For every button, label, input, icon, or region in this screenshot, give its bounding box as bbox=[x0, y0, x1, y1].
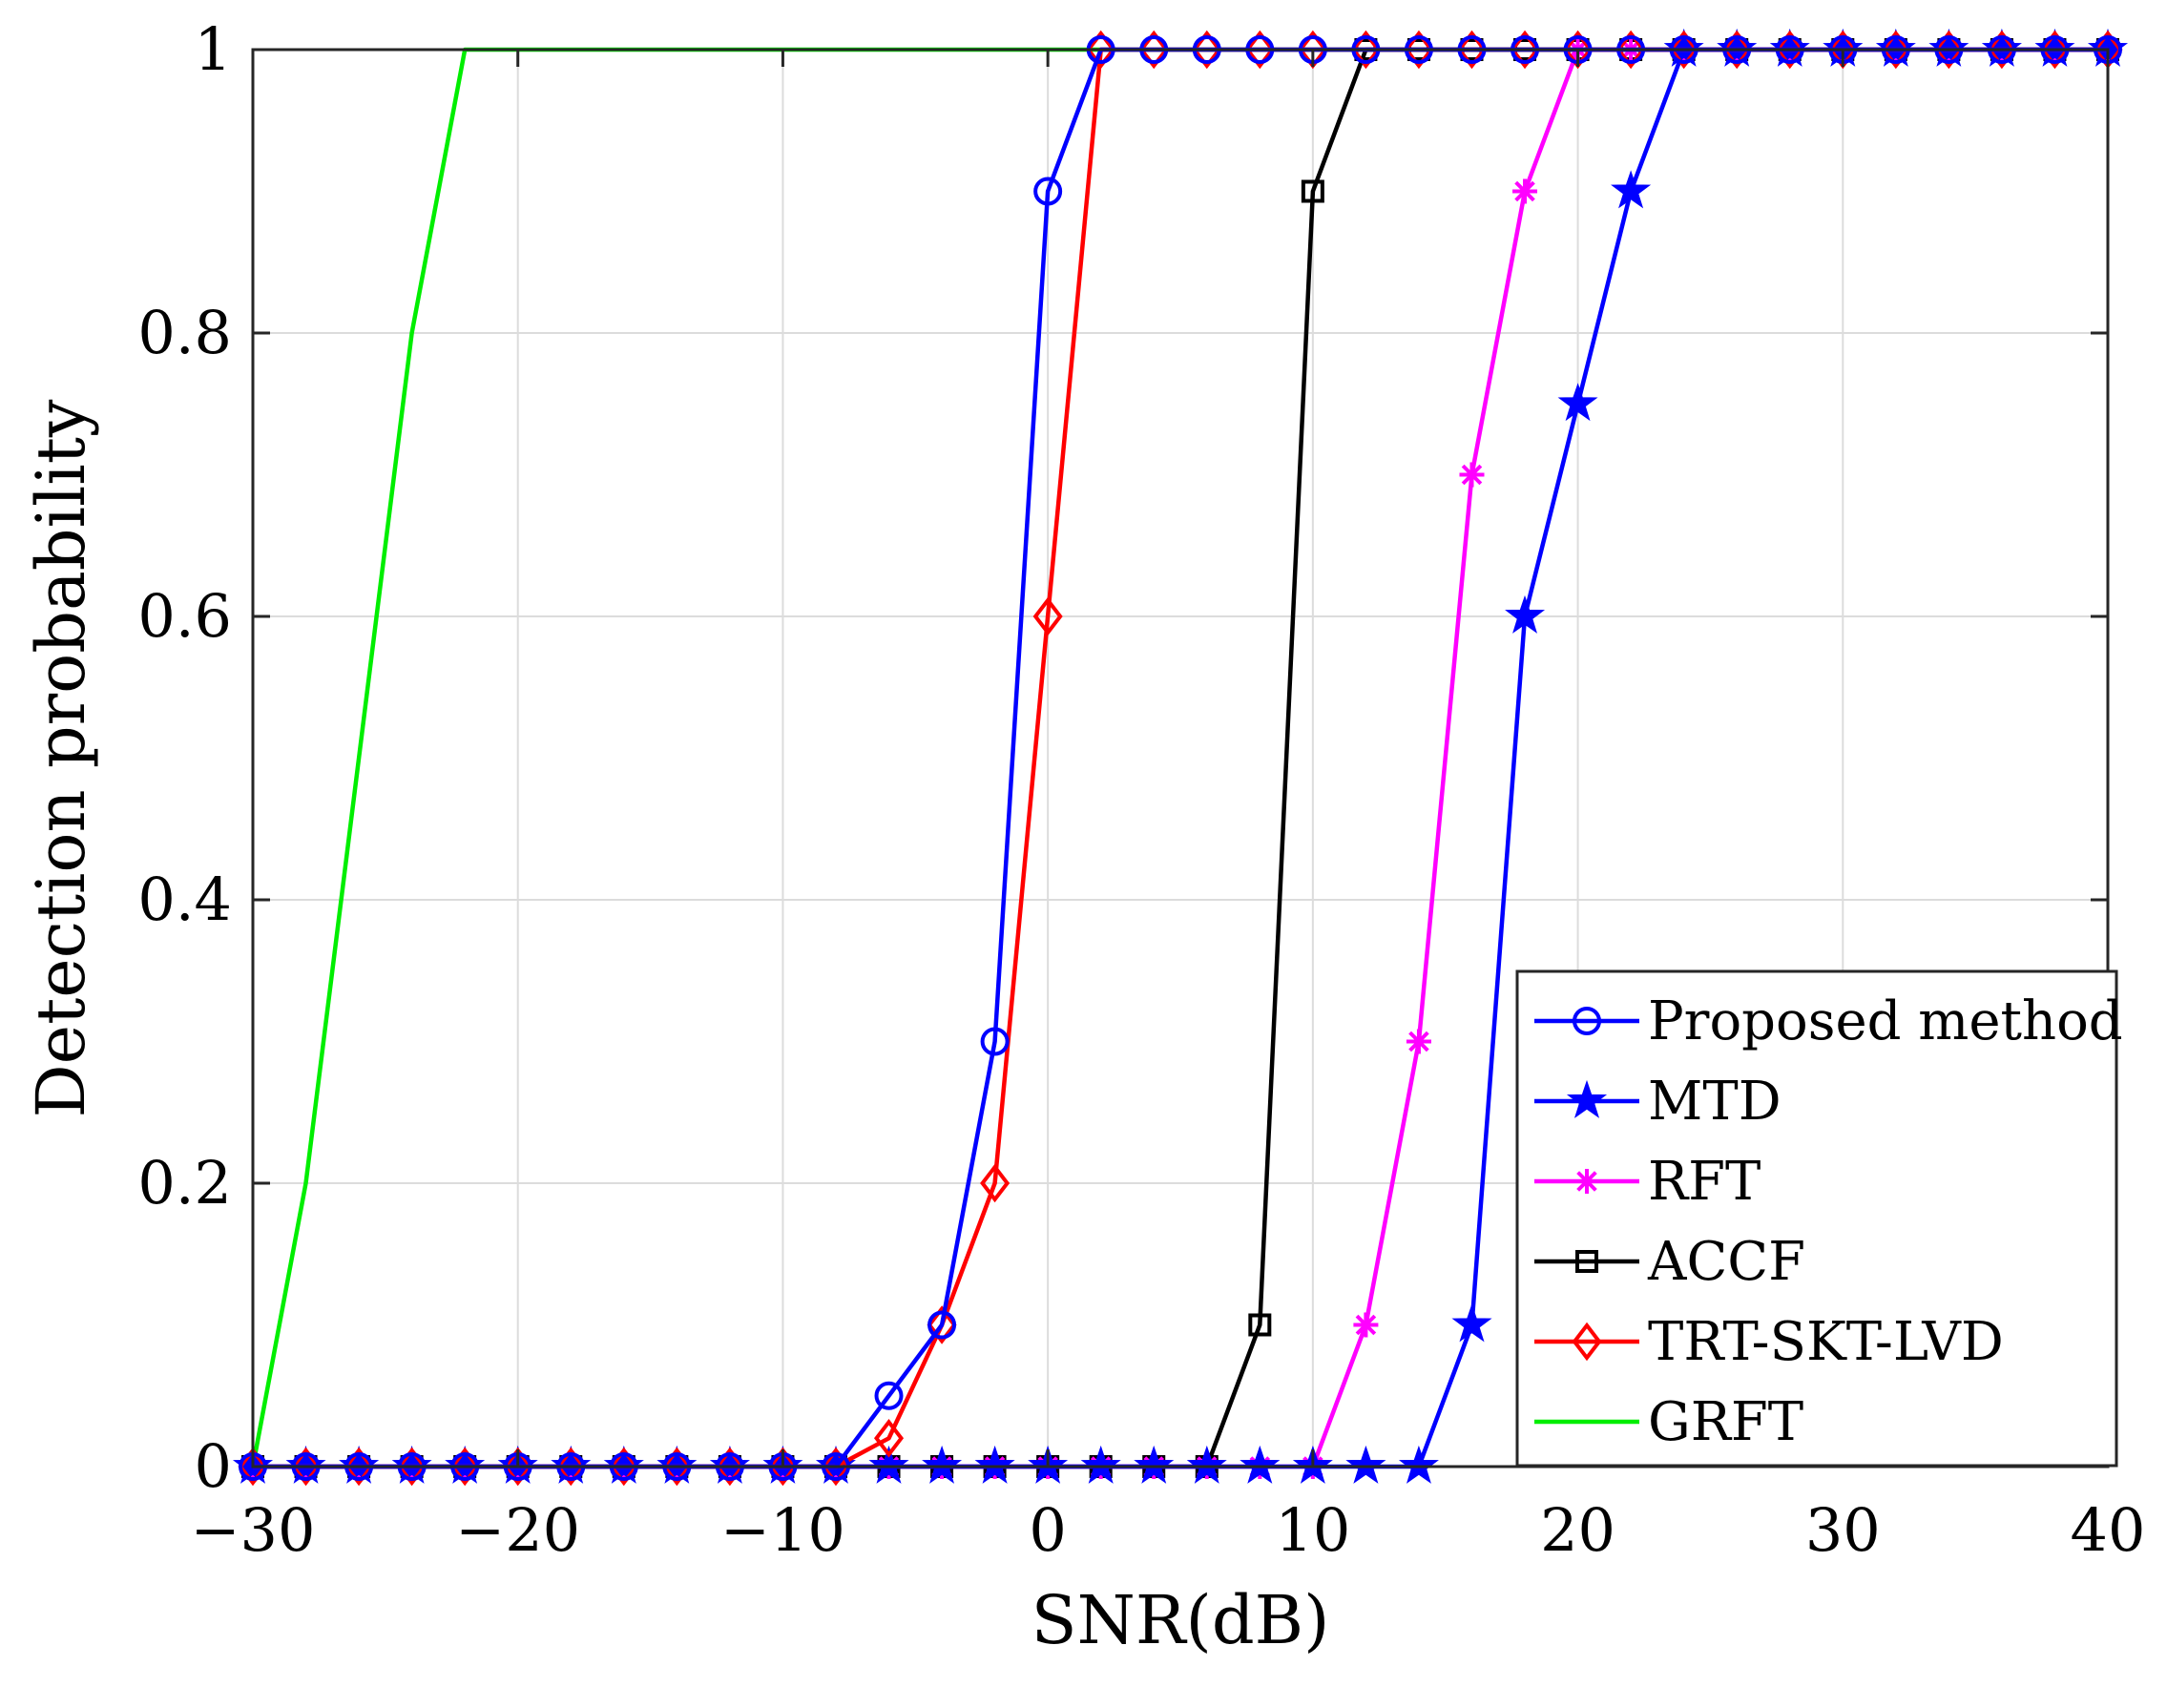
plot-frame bbox=[251, 48, 2110, 1468]
data-point-rft bbox=[1353, 1312, 1379, 1338]
legend-item-mtd: MTD bbox=[1534, 1071, 1782, 1133]
data-point-trt-skt-lvd bbox=[1456, 30, 1488, 70]
y-tick-label: 0 bbox=[195, 1431, 232, 1501]
data-point-trt-skt-lvd bbox=[661, 1447, 692, 1487]
legend-item-accf: ACCF bbox=[1534, 1231, 1805, 1293]
data-point-mtd bbox=[1080, 1445, 1121, 1484]
data-point-trt-skt-lvd bbox=[980, 1163, 1011, 1203]
data-point-trt-skt-lvd bbox=[1775, 30, 1805, 70]
data-point-trt-skt-lvd bbox=[503, 1447, 533, 1487]
data-point-rft bbox=[1406, 1029, 1431, 1054]
data-point-rft bbox=[1512, 178, 1538, 204]
x-tick-label: −20 bbox=[455, 1495, 580, 1565]
y-axis-title: Detection probability bbox=[22, 399, 100, 1117]
data-point-mtd bbox=[1451, 1303, 1492, 1343]
data-point-mtd bbox=[1505, 594, 1546, 634]
data-point-trt-skt-lvd bbox=[1881, 30, 1911, 70]
data-point-mtd bbox=[1398, 1445, 1439, 1484]
data-point-trt-skt-lvd bbox=[397, 1447, 427, 1487]
legend-item-grft: GRFT bbox=[1534, 1391, 1803, 1453]
x-tick-label: 0 bbox=[1029, 1495, 1066, 1565]
data-point-trt-skt-lvd bbox=[555, 1447, 586, 1487]
x-tick-label: 30 bbox=[1805, 1495, 1881, 1565]
x-tick-label: −10 bbox=[720, 1495, 845, 1565]
data-point-mtd bbox=[922, 1445, 963, 1484]
data-point-trt-skt-lvd bbox=[1404, 30, 1434, 70]
legend-marker-accf bbox=[1575, 1250, 1598, 1273]
legend-item-proposed-method: Proposed method bbox=[1534, 990, 2123, 1052]
data-point-trt-skt-lvd bbox=[1615, 30, 1646, 70]
data-point-trt-skt-lvd bbox=[1244, 30, 1275, 70]
x-axis-title: SNR(dB) bbox=[1031, 1581, 1330, 1659]
data-point-trt-skt-lvd bbox=[1192, 30, 1222, 70]
legend-marker-rft bbox=[1574, 1169, 1599, 1194]
y-tick-label: 0.8 bbox=[137, 298, 232, 367]
legend-marker-trt-skt-lvd bbox=[1572, 1322, 1602, 1362]
data-point-trt-skt-lvd bbox=[1350, 30, 1381, 70]
data-point-trt-skt-lvd bbox=[1510, 30, 1540, 70]
data-point-trt-skt-lvd bbox=[715, 1447, 745, 1487]
data-point-trt-skt-lvd bbox=[1138, 30, 1169, 70]
legend-label-rft: RFT bbox=[1648, 1151, 1761, 1213]
tick-labels: −30 −20 −10 0 10 20 30 40 0 0.2 0.4 0.6 0.8 1 bbox=[137, 14, 2145, 1565]
data-point-trt-skt-lvd bbox=[1721, 30, 1752, 70]
data-point-trt-skt-lvd bbox=[238, 1447, 268, 1487]
data-point-trt-skt-lvd bbox=[1032, 596, 1063, 636]
data-point-trt-skt-lvd bbox=[291, 1447, 322, 1487]
legend: Proposed method MTD RFT ACCF TRT-SKT-LVD GRFT bbox=[1515, 969, 2123, 1468]
legend-label-grft: GRFT bbox=[1648, 1391, 1803, 1453]
legend-item-trt-skt-lvd: TRT-SKT-LVD bbox=[1534, 1311, 2004, 1373]
data-point-trt-skt-lvd bbox=[873, 1419, 905, 1458]
data-point-trt-skt-lvd bbox=[344, 1447, 374, 1487]
data-point-proposed-method bbox=[927, 1310, 957, 1340]
data-point-rft bbox=[1459, 462, 1485, 488]
y-tick-label: 0.4 bbox=[137, 864, 232, 934]
x-tick-label: 10 bbox=[1275, 1495, 1350, 1565]
data-point-mtd bbox=[868, 1445, 909, 1484]
data-point-trt-skt-lvd bbox=[821, 1447, 851, 1487]
x-tick-label: 40 bbox=[2071, 1495, 2146, 1565]
legend-item-rft: RFT bbox=[1534, 1151, 1761, 1213]
data-point-mtd bbox=[974, 1445, 1015, 1484]
y-tick-label: 0.2 bbox=[137, 1148, 232, 1218]
data-point-trt-skt-lvd bbox=[449, 1447, 480, 1487]
data-point-trt-skt-lvd bbox=[1669, 30, 1699, 70]
data-point-accf bbox=[1248, 1313, 1272, 1337]
legend-box bbox=[1515, 969, 2118, 1468]
data-point-trt-skt-lvd bbox=[609, 1447, 639, 1487]
data-point-mtd bbox=[1240, 1445, 1281, 1484]
data-point-proposed-method bbox=[874, 1381, 904, 1410]
data-point-accf bbox=[1301, 179, 1324, 203]
legend-label-accf: ACCF bbox=[1647, 1231, 1805, 1293]
data-point-trt-skt-lvd bbox=[1933, 30, 1964, 70]
data-point-trt-skt-lvd bbox=[1086, 30, 1116, 70]
legend-label-mtd: MTD bbox=[1648, 1071, 1782, 1133]
data-point-mtd bbox=[1611, 170, 1652, 209]
legend-marker-proposed-method bbox=[1573, 1007, 1601, 1035]
legend-marker-mtd bbox=[1566, 1079, 1608, 1118]
data-point-trt-skt-lvd bbox=[1987, 30, 2017, 70]
data-point-mtd bbox=[1557, 383, 1598, 422]
data-point-trt-skt-lvd bbox=[927, 1305, 957, 1344]
data-point-mtd bbox=[1134, 1445, 1175, 1484]
data-point-mtd bbox=[1186, 1445, 1227, 1484]
data-point-mtd bbox=[1345, 1445, 1386, 1484]
data-point-proposed-method bbox=[1033, 177, 1063, 206]
data-point-proposed-method bbox=[980, 1027, 1010, 1056]
x-tick-label: 20 bbox=[1540, 1495, 1615, 1565]
data-point-trt-skt-lvd bbox=[2039, 30, 2070, 70]
data-point-trt-skt-lvd bbox=[767, 1447, 798, 1487]
y-tick-label: 1 bbox=[195, 14, 232, 84]
legend-label-trt-skt-lvd: TRT-SKT-LVD bbox=[1648, 1311, 2004, 1373]
y-tick-label: 0.6 bbox=[137, 581, 232, 651]
legend-label-proposed-method: Proposed method bbox=[1648, 990, 2123, 1052]
x-tick-label: −30 bbox=[191, 1495, 316, 1565]
